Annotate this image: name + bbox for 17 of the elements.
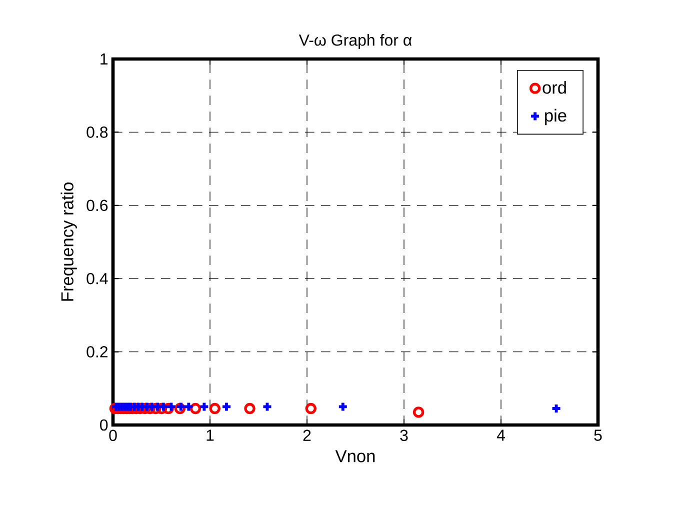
y-tick-label: 0.4 — [86, 272, 108, 284]
y-tick-label: 0 — [100, 419, 108, 431]
legend-label: ord — [542, 81, 566, 94]
x-tick-label: 5 — [594, 430, 602, 441]
x-tick-label: 1 — [206, 430, 214, 441]
chart-title: V-ω Graph for α — [298, 34, 412, 49]
y-axis-title: Frequency ratio — [60, 182, 77, 301]
x-axis-title: Vnon — [335, 450, 375, 462]
y-tick-label: 0.6 — [86, 200, 108, 212]
y-tick-label: 0.2 — [86, 346, 108, 358]
x-tick-label: 3 — [400, 430, 408, 442]
legend-label: pie — [545, 108, 566, 126]
x-tick-label: 4 — [496, 430, 505, 441]
x-tick-label: 0 — [109, 430, 117, 442]
y-tick-label: 0.8 — [86, 126, 108, 138]
y-tick-label: 1 — [100, 54, 108, 65]
x-tick-label: 2 — [303, 430, 311, 441]
